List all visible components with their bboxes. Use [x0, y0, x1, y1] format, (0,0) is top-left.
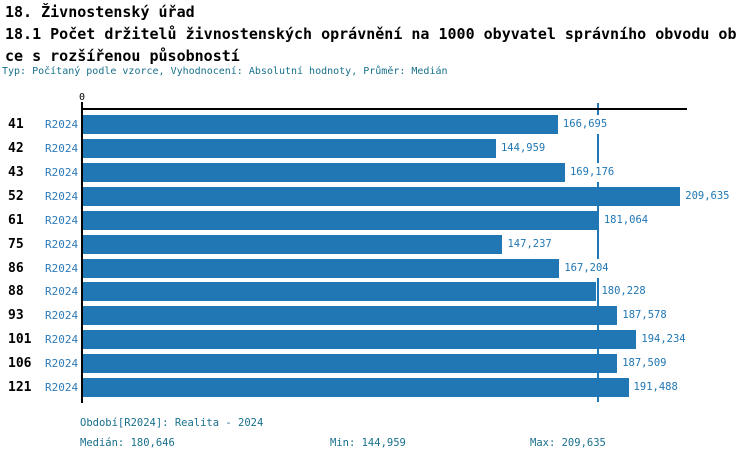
chart-meta-info: Typ: Počítaný podle vzorce, Vyhodnocení:…	[2, 66, 448, 77]
row-id-label: 88	[8, 284, 24, 300]
row-period-label: R2024	[45, 189, 79, 203]
bar	[83, 234, 503, 254]
row-id-label: 106	[8, 356, 32, 372]
bar-value-label: 181,064	[602, 210, 650, 230]
row-id-label: 121	[8, 380, 32, 396]
x-axis-zero-tick-label: 0	[78, 92, 86, 103]
row-period-label: R2024	[45, 333, 79, 347]
row-id-label: 41	[8, 117, 24, 132]
bar	[83, 258, 560, 278]
chart-subtitle-line2: ce s rozšířenou působností	[5, 47, 240, 65]
bar-value-label: 167,204	[563, 258, 610, 278]
row-id-label: 61	[8, 212, 24, 228]
bar	[83, 186, 681, 206]
chart-row: 42 R2024 144,959	[0, 138, 750, 158]
y-axis-line	[81, 102, 83, 403]
footer-min-label: Min: 144,959	[330, 437, 406, 449]
chart-row: 61 R2024 181,064	[0, 210, 750, 230]
row-period-label: R2024	[45, 118, 79, 131]
chart-row: 106 R2024 187,509	[0, 354, 750, 374]
chart-subtitle-line1: 18.1 Počet držitelů živnostenských opráv…	[5, 25, 737, 43]
bar-value-label: 187,578	[621, 306, 668, 326]
chart-row: 43 R2024 169,176	[0, 162, 750, 182]
row-id-label: 42	[8, 140, 24, 156]
row-id-label: 43	[8, 164, 24, 180]
chart-row: 41 R2024 166,695	[0, 115, 750, 134]
chart-row: 93 R2024 187,578	[0, 306, 750, 326]
bar-value-label: 144,959	[499, 138, 547, 158]
footer-period-label: Období[R2024]: Realita - 2024	[80, 417, 264, 429]
bar	[83, 138, 496, 158]
footer-max-label: Max: 209,635	[530, 437, 606, 449]
row-period-label: R2024	[45, 237, 79, 251]
row-period-label: R2024	[45, 357, 79, 371]
bar	[83, 330, 637, 350]
chart-row: 101 R2024 194,234	[0, 330, 750, 350]
footer-median-label: Medián: 180,646	[80, 437, 175, 449]
row-period-label: R2024	[45, 309, 79, 323]
row-id-label: 86	[8, 260, 24, 276]
bar	[83, 115, 558, 134]
page-title: 18. Živnostenský úřad	[5, 3, 195, 21]
bar	[83, 306, 618, 326]
row-period-label: R2024	[45, 381, 79, 395]
chart-row: 52 R2024 209,635	[0, 186, 750, 206]
bar	[83, 162, 565, 182]
row-period-label: R2024	[45, 141, 79, 155]
bar-value-label: 180,228	[600, 282, 647, 302]
chart-row: 88 R2024 180,228	[0, 282, 750, 302]
bar-value-label: 209,635	[684, 186, 731, 206]
bar	[83, 282, 597, 302]
chart-row: 75 R2024 147,237	[0, 234, 750, 254]
row-id-label: 101	[8, 332, 32, 348]
bar-value-label: 169,176	[568, 162, 616, 182]
row-period-label: R2024	[45, 213, 79, 227]
row-id-label: 52	[8, 188, 24, 204]
chart-row: 121 R2024 191,488	[0, 378, 750, 398]
row-id-label: 75	[8, 236, 24, 252]
bar-value-label: 194,234	[640, 330, 687, 350]
chart-row: 86 R2024 167,204	[0, 258, 750, 278]
bar	[83, 354, 618, 374]
bar-value-label: 187,509	[621, 354, 668, 374]
bar	[83, 210, 599, 230]
row-period-label: R2024	[45, 261, 79, 275]
row-period-label: R2024	[45, 165, 79, 179]
bar	[83, 378, 629, 398]
x-axis-line	[82, 108, 687, 110]
bar-value-label: 191,488	[632, 378, 679, 398]
row-period-label: R2024	[45, 285, 79, 299]
bar-value-label: 166,695	[561, 115, 609, 134]
median-line	[596, 103, 599, 402]
bar-value-label: 147,237	[506, 234, 553, 254]
row-id-label: 93	[8, 308, 24, 324]
